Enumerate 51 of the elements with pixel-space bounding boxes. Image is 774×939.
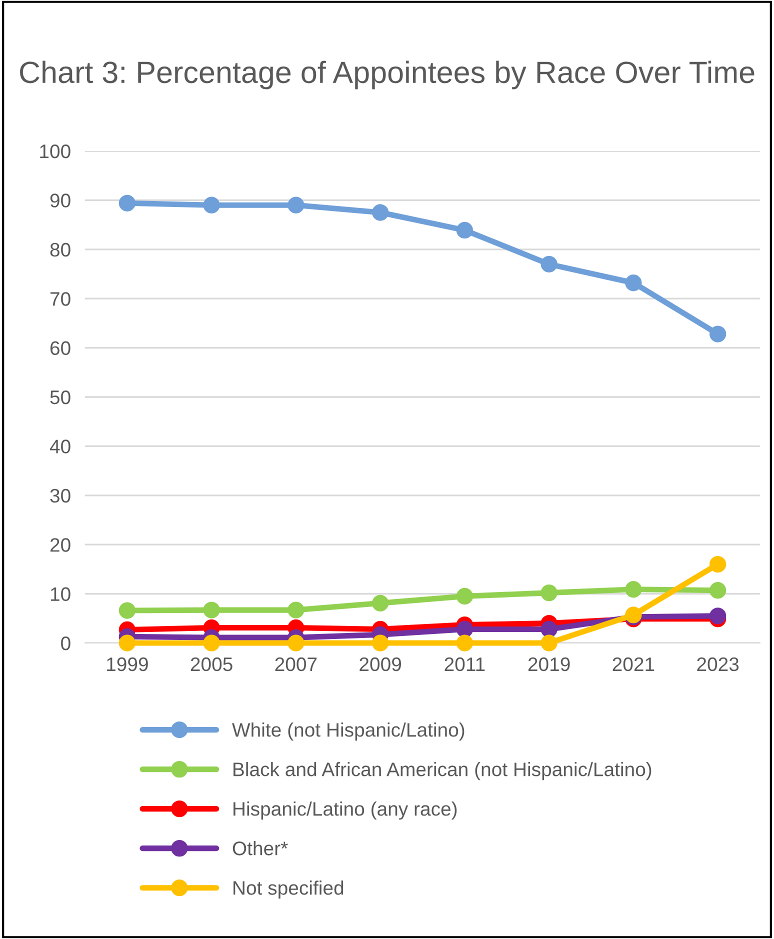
legend-label: White (not Hispanic/Latino) — [232, 722, 464, 741]
point — [709, 556, 726, 573]
x-tick-label: 2019 — [528, 657, 570, 672]
x-tick-label: 2021 — [612, 657, 654, 672]
legend-label: Black and African American (not Hispanic/Latino) — [234, 762, 652, 780]
x-tick-label: 2009 — [360, 657, 402, 672]
point — [540, 620, 558, 638]
y-tick-label: 10 — [50, 587, 70, 602]
legend-label: Not specified — [234, 880, 344, 899]
x-tick-label: 2023 — [697, 657, 739, 672]
point — [203, 634, 220, 652]
x-tick-label: 1999 — [107, 657, 148, 672]
y-tick-label: 40 — [50, 440, 70, 454]
point — [540, 584, 558, 602]
point — [288, 634, 304, 652]
y-tick-label: 30 — [50, 488, 70, 503]
y-tick-label: 50 — [50, 390, 70, 404]
point — [456, 620, 474, 638]
point — [203, 196, 220, 214]
point — [456, 634, 474, 652]
point — [709, 326, 726, 342]
point — [709, 582, 726, 599]
y-tick-label: 100 — [40, 144, 70, 158]
y-tick-label: 90 — [50, 194, 70, 208]
legend-label: Hispanic/Latino (any race) — [234, 802, 457, 820]
x-tick-label: 2005 — [190, 657, 232, 672]
chart-title: Chart 3: Percentage of Appointees by Race Over Time — [20, 60, 754, 90]
point — [540, 634, 558, 652]
point — [203, 602, 220, 618]
legend-label: Other* — [232, 841, 288, 856]
point — [118, 634, 136, 652]
y-tick-label: 20 — [50, 538, 70, 552]
x-tick-label: 2011 — [444, 657, 485, 672]
point — [540, 256, 558, 272]
point — [625, 274, 642, 292]
y-tick-label: 70 — [50, 292, 70, 306]
x-tick-label: 2007 — [275, 657, 317, 672]
y-tick-label: 80 — [50, 242, 70, 257]
point — [288, 196, 304, 214]
point — [372, 594, 389, 612]
point — [456, 588, 474, 605]
point — [372, 634, 389, 652]
point — [709, 608, 726, 624]
point — [625, 581, 642, 598]
y-tick-label: 0 — [61, 636, 70, 650]
point — [118, 194, 136, 212]
point — [288, 602, 304, 618]
point — [372, 204, 389, 221]
point — [118, 602, 136, 619]
point — [456, 222, 474, 239]
y-tick-label: 60 — [50, 341, 70, 356]
